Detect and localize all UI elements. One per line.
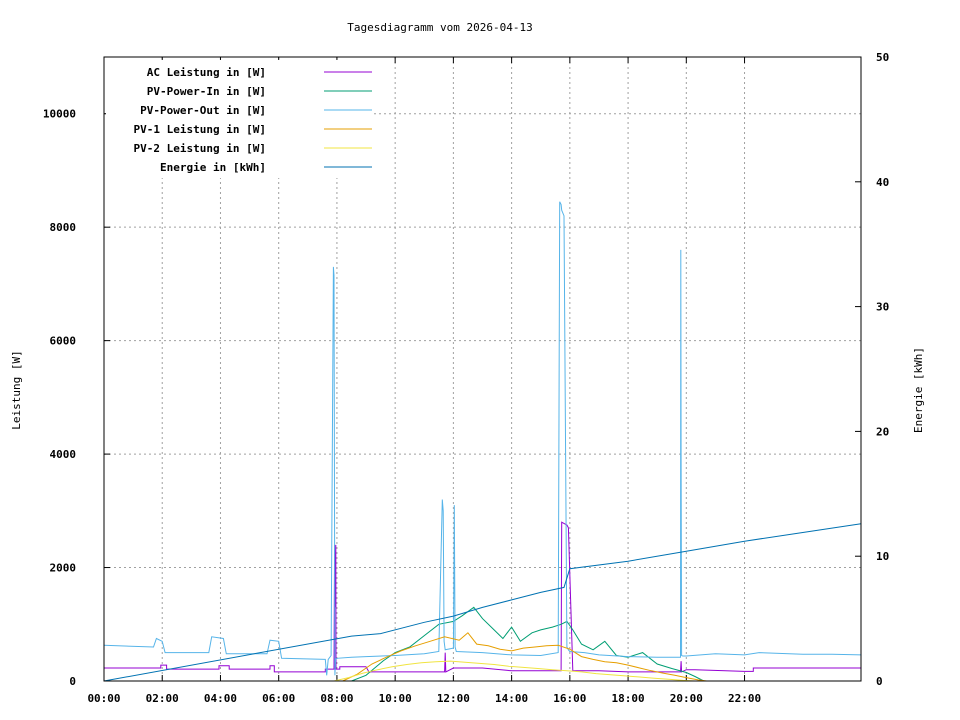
- y2-tick-label: 20: [876, 425, 889, 438]
- y2-tick-label: 0: [876, 675, 883, 688]
- y-tick-label: 6000: [50, 335, 77, 348]
- y-tick-label: 10000: [43, 108, 76, 121]
- legend-box: [106, 60, 372, 178]
- x-tick-label: 14:00: [495, 692, 528, 705]
- series-line-1: [104, 521, 861, 673]
- chart-title: Tagesdiagramm vom 2026-04-13: [347, 21, 532, 34]
- y-tick-label: 0: [69, 675, 76, 688]
- x-tick-label: 00:00: [87, 692, 120, 705]
- series-group: [103, 201, 862, 682]
- y-tick-label: 2000: [50, 562, 77, 575]
- y2-tick-label: 40: [876, 176, 889, 189]
- y2-tick-label: 30: [876, 301, 889, 314]
- legend-label: AC Leistung in [W]: [147, 66, 266, 79]
- y2-tick-label: 10: [876, 550, 889, 563]
- series-line-2: [325, 606, 705, 682]
- legend-label: PV-1 Leistung in [W]: [134, 123, 266, 136]
- legend-label: PV-Power-In in [W]: [147, 85, 266, 98]
- x-tick-label: 02:00: [146, 692, 179, 705]
- x-tick-label: 22:00: [728, 692, 761, 705]
- y-axis-label: Leistung [W]: [10, 350, 23, 429]
- axis-ticks: 00:00 02:00 04:00 06:00 08:00 10:00 12:00 14:00…: [43, 51, 889, 705]
- series-line-6: [103, 523, 862, 682]
- x-tick-label: 08:00: [320, 692, 353, 705]
- x-tick-label: 06:00: [262, 692, 295, 705]
- legend-label: Energie in [kWh]: [160, 161, 266, 174]
- x-tick-label: 12:00: [437, 692, 470, 705]
- x-tick-label: 04:00: [204, 692, 237, 705]
- y2-axis-label: Energie [kWh]: [912, 347, 925, 433]
- legend: AC Leistung in [W] PV-Power-In in [W] PV-P…: [106, 60, 372, 178]
- y2-tick-label: 50: [876, 51, 889, 64]
- y-tick-label: 4000: [50, 448, 77, 461]
- x-tick-label: 18:00: [612, 692, 645, 705]
- y-tick-label: 8000: [50, 221, 77, 234]
- legend-label: PV-Power-Out in [W]: [140, 104, 266, 117]
- legend-label: PV-2 Leistung in [W]: [134, 142, 266, 155]
- series-line-5: [333, 660, 696, 682]
- x-tick-label: 10:00: [379, 692, 412, 705]
- plot-frame: [103, 56, 862, 682]
- series-line-3: [103, 201, 862, 676]
- series-line-4: [342, 632, 707, 682]
- x-tick-label: 16:00: [553, 692, 586, 705]
- x-tick-label: 20:00: [670, 692, 703, 705]
